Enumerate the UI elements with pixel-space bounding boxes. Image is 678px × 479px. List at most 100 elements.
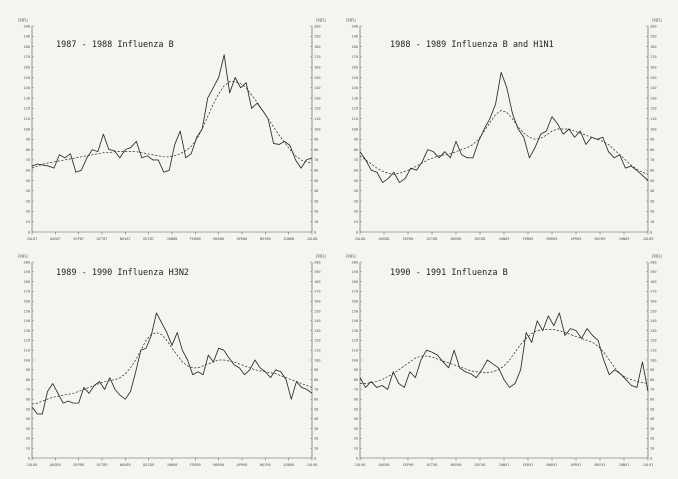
y-tick-label-right: 180 bbox=[314, 45, 321, 49]
x-tick-label: MAY89 bbox=[595, 237, 606, 241]
y-tick-label-right: 80 bbox=[314, 148, 318, 152]
y-tick-label-left: 30 bbox=[354, 427, 358, 431]
y-tick-label-left: 90 bbox=[26, 368, 30, 372]
y-tick-label-right: 190 bbox=[650, 35, 657, 39]
y-tick-label-left: 100 bbox=[352, 127, 359, 131]
y-tick-label-right: 50 bbox=[314, 179, 318, 183]
y-tick-label-left: 50 bbox=[26, 407, 30, 411]
chart-panel-3: 0 0 10 10 20 20 30 30 40 40 50 50 60 60 70 70 80 80 90 90 10… bbox=[14, 250, 330, 472]
y-tick-label-left: 40 bbox=[354, 417, 358, 421]
y-tick-label-right: 50 bbox=[314, 407, 318, 411]
y-tick-label-right: 190 bbox=[314, 270, 321, 274]
x-tick-label: SEP87 bbox=[73, 237, 84, 241]
x-tick-label: MAR88 bbox=[213, 237, 224, 241]
y-tick-label-left: 150 bbox=[24, 76, 31, 80]
y-tick-label-right: 30 bbox=[650, 199, 654, 203]
y-tick-label-left: 40 bbox=[26, 417, 30, 421]
x-tick-label: JUN90 bbox=[283, 463, 294, 467]
y-tick-label-right: 80 bbox=[650, 148, 654, 152]
y-tick-label-left: 170 bbox=[352, 55, 359, 59]
x-tick-label: NOV89 bbox=[120, 463, 131, 467]
x-tick-label: FEB89 bbox=[523, 237, 534, 241]
x-tick-label: DEC90 bbox=[475, 463, 486, 467]
y-tick-label-left: 190 bbox=[352, 35, 359, 39]
x-tick-label: JAN88 bbox=[167, 237, 178, 241]
y-tick-label-right: 0 bbox=[650, 456, 652, 460]
y-tick-label-left: 170 bbox=[24, 55, 31, 59]
x-tick-label: SEP88 bbox=[403, 237, 414, 241]
x-tick-label: NOV90 bbox=[451, 463, 462, 467]
y-tick-label-left: 100 bbox=[24, 127, 31, 131]
x-tick-label: OCT90 bbox=[427, 463, 438, 467]
y-tick-label-left: 120 bbox=[352, 107, 359, 111]
y-tick-label-left: 10 bbox=[354, 220, 358, 224]
unit-label-left-1: FMFU bbox=[18, 18, 28, 23]
y-tick-label-right: 150 bbox=[314, 309, 321, 313]
y-tick-label-left: 70 bbox=[354, 388, 358, 392]
chart-panel-1: 0 0 10 10 20 20 30 30 40 40 50 50 60 60 70 70 80 80 90 90 10… bbox=[14, 14, 330, 246]
x-tick-label: SEP90 bbox=[403, 463, 414, 467]
y-tick-label-left: 110 bbox=[352, 117, 359, 121]
y-tick-label-right: 170 bbox=[650, 55, 657, 59]
x-tick-label: APR89 bbox=[571, 237, 582, 241]
y-tick-label-left: 190 bbox=[352, 270, 359, 274]
y-tick-label-left: 160 bbox=[352, 66, 359, 70]
chart-svg-3: 0 0 10 10 20 20 30 30 40 40 50 50 60 60 70 70 80 80 90 90 10… bbox=[24, 260, 321, 467]
y-tick-label-left: 0 bbox=[356, 230, 358, 234]
y-tick-label-right: 40 bbox=[314, 189, 318, 193]
y-tick-label-right: 100 bbox=[314, 358, 321, 362]
y-tick-label-right: 110 bbox=[650, 349, 657, 353]
y-tick-label-left: 170 bbox=[24, 290, 31, 294]
y-tick-label-right: 200 bbox=[650, 24, 657, 28]
y-tick-label-left: 70 bbox=[26, 158, 30, 162]
x-tick-label: FEB88 bbox=[190, 237, 201, 241]
chart-title-4: 1990 - 1991 Influenza B bbox=[390, 268, 508, 278]
y-tick-label-left: 60 bbox=[354, 169, 358, 173]
y-tick-label-left: 10 bbox=[26, 220, 30, 224]
y-tick-label-left: 30 bbox=[26, 199, 30, 203]
x-tick-label: JUL90 bbox=[355, 463, 366, 467]
x-tick-label: JUL89 bbox=[27, 463, 38, 467]
y-tick-label-right: 20 bbox=[314, 437, 318, 441]
y-tick-label-left: 50 bbox=[26, 179, 30, 183]
data-line-solid bbox=[359, 312, 649, 392]
y-tick-label-right: 160 bbox=[314, 300, 321, 304]
y-tick-label-left: 120 bbox=[24, 339, 31, 343]
x-tick-label: FEB90 bbox=[190, 463, 201, 467]
y-tick-label-right: 50 bbox=[650, 407, 654, 411]
y-tick-label-left: 80 bbox=[354, 148, 358, 152]
y-tick-label-right: 170 bbox=[314, 290, 321, 294]
y-tick-label-left: 10 bbox=[26, 447, 30, 451]
y-tick-label-left: 30 bbox=[26, 427, 30, 431]
x-tick-label: AUG87 bbox=[50, 237, 61, 241]
y-tick-label-left: 200 bbox=[24, 24, 31, 28]
y-tick-label-right: 180 bbox=[314, 280, 321, 284]
y-tick-label-right: 130 bbox=[650, 329, 657, 333]
y-tick-label-left: 150 bbox=[352, 76, 359, 80]
y-tick-label-left: 80 bbox=[26, 148, 30, 152]
data-line-solid bbox=[359, 71, 649, 183]
chart-svg-4: 0 0 10 10 20 20 30 30 40 40 50 50 60 60 70 70 80 80 90 90 10… bbox=[352, 260, 657, 467]
y-tick-label-right: 0 bbox=[314, 456, 316, 460]
y-tick-label-right: 120 bbox=[650, 107, 657, 111]
y-tick-label-right: 20 bbox=[314, 210, 318, 214]
chart-svg-1: 0 0 10 10 20 20 30 30 40 40 50 50 60 60 70 70 80 80 90 90 10… bbox=[24, 24, 321, 241]
y-tick-label-right: 50 bbox=[650, 179, 654, 183]
x-tick-label: AUG89 bbox=[50, 463, 61, 467]
y-tick-label-right: 20 bbox=[650, 437, 654, 441]
y-tick-label-left: 160 bbox=[352, 300, 359, 304]
x-tick-label: DEC88 bbox=[475, 237, 486, 241]
unit-label-left-4: FMFU bbox=[346, 254, 356, 259]
y-tick-label-right: 170 bbox=[650, 290, 657, 294]
y-tick-label-right: 90 bbox=[650, 138, 654, 142]
y-tick-label-right: 80 bbox=[650, 378, 654, 382]
x-tick-label: MAY91 bbox=[595, 463, 606, 467]
y-tick-label-left: 60 bbox=[26, 169, 30, 173]
trend-line-dashed bbox=[31, 332, 313, 405]
y-tick-label-left: 10 bbox=[354, 447, 358, 451]
y-tick-label-left: 70 bbox=[26, 388, 30, 392]
x-tick-label: AUG90 bbox=[379, 463, 390, 467]
trend-line-dashed bbox=[360, 329, 649, 384]
y-tick-label-left: 70 bbox=[354, 158, 358, 162]
y-tick-label-left: 180 bbox=[24, 45, 31, 49]
